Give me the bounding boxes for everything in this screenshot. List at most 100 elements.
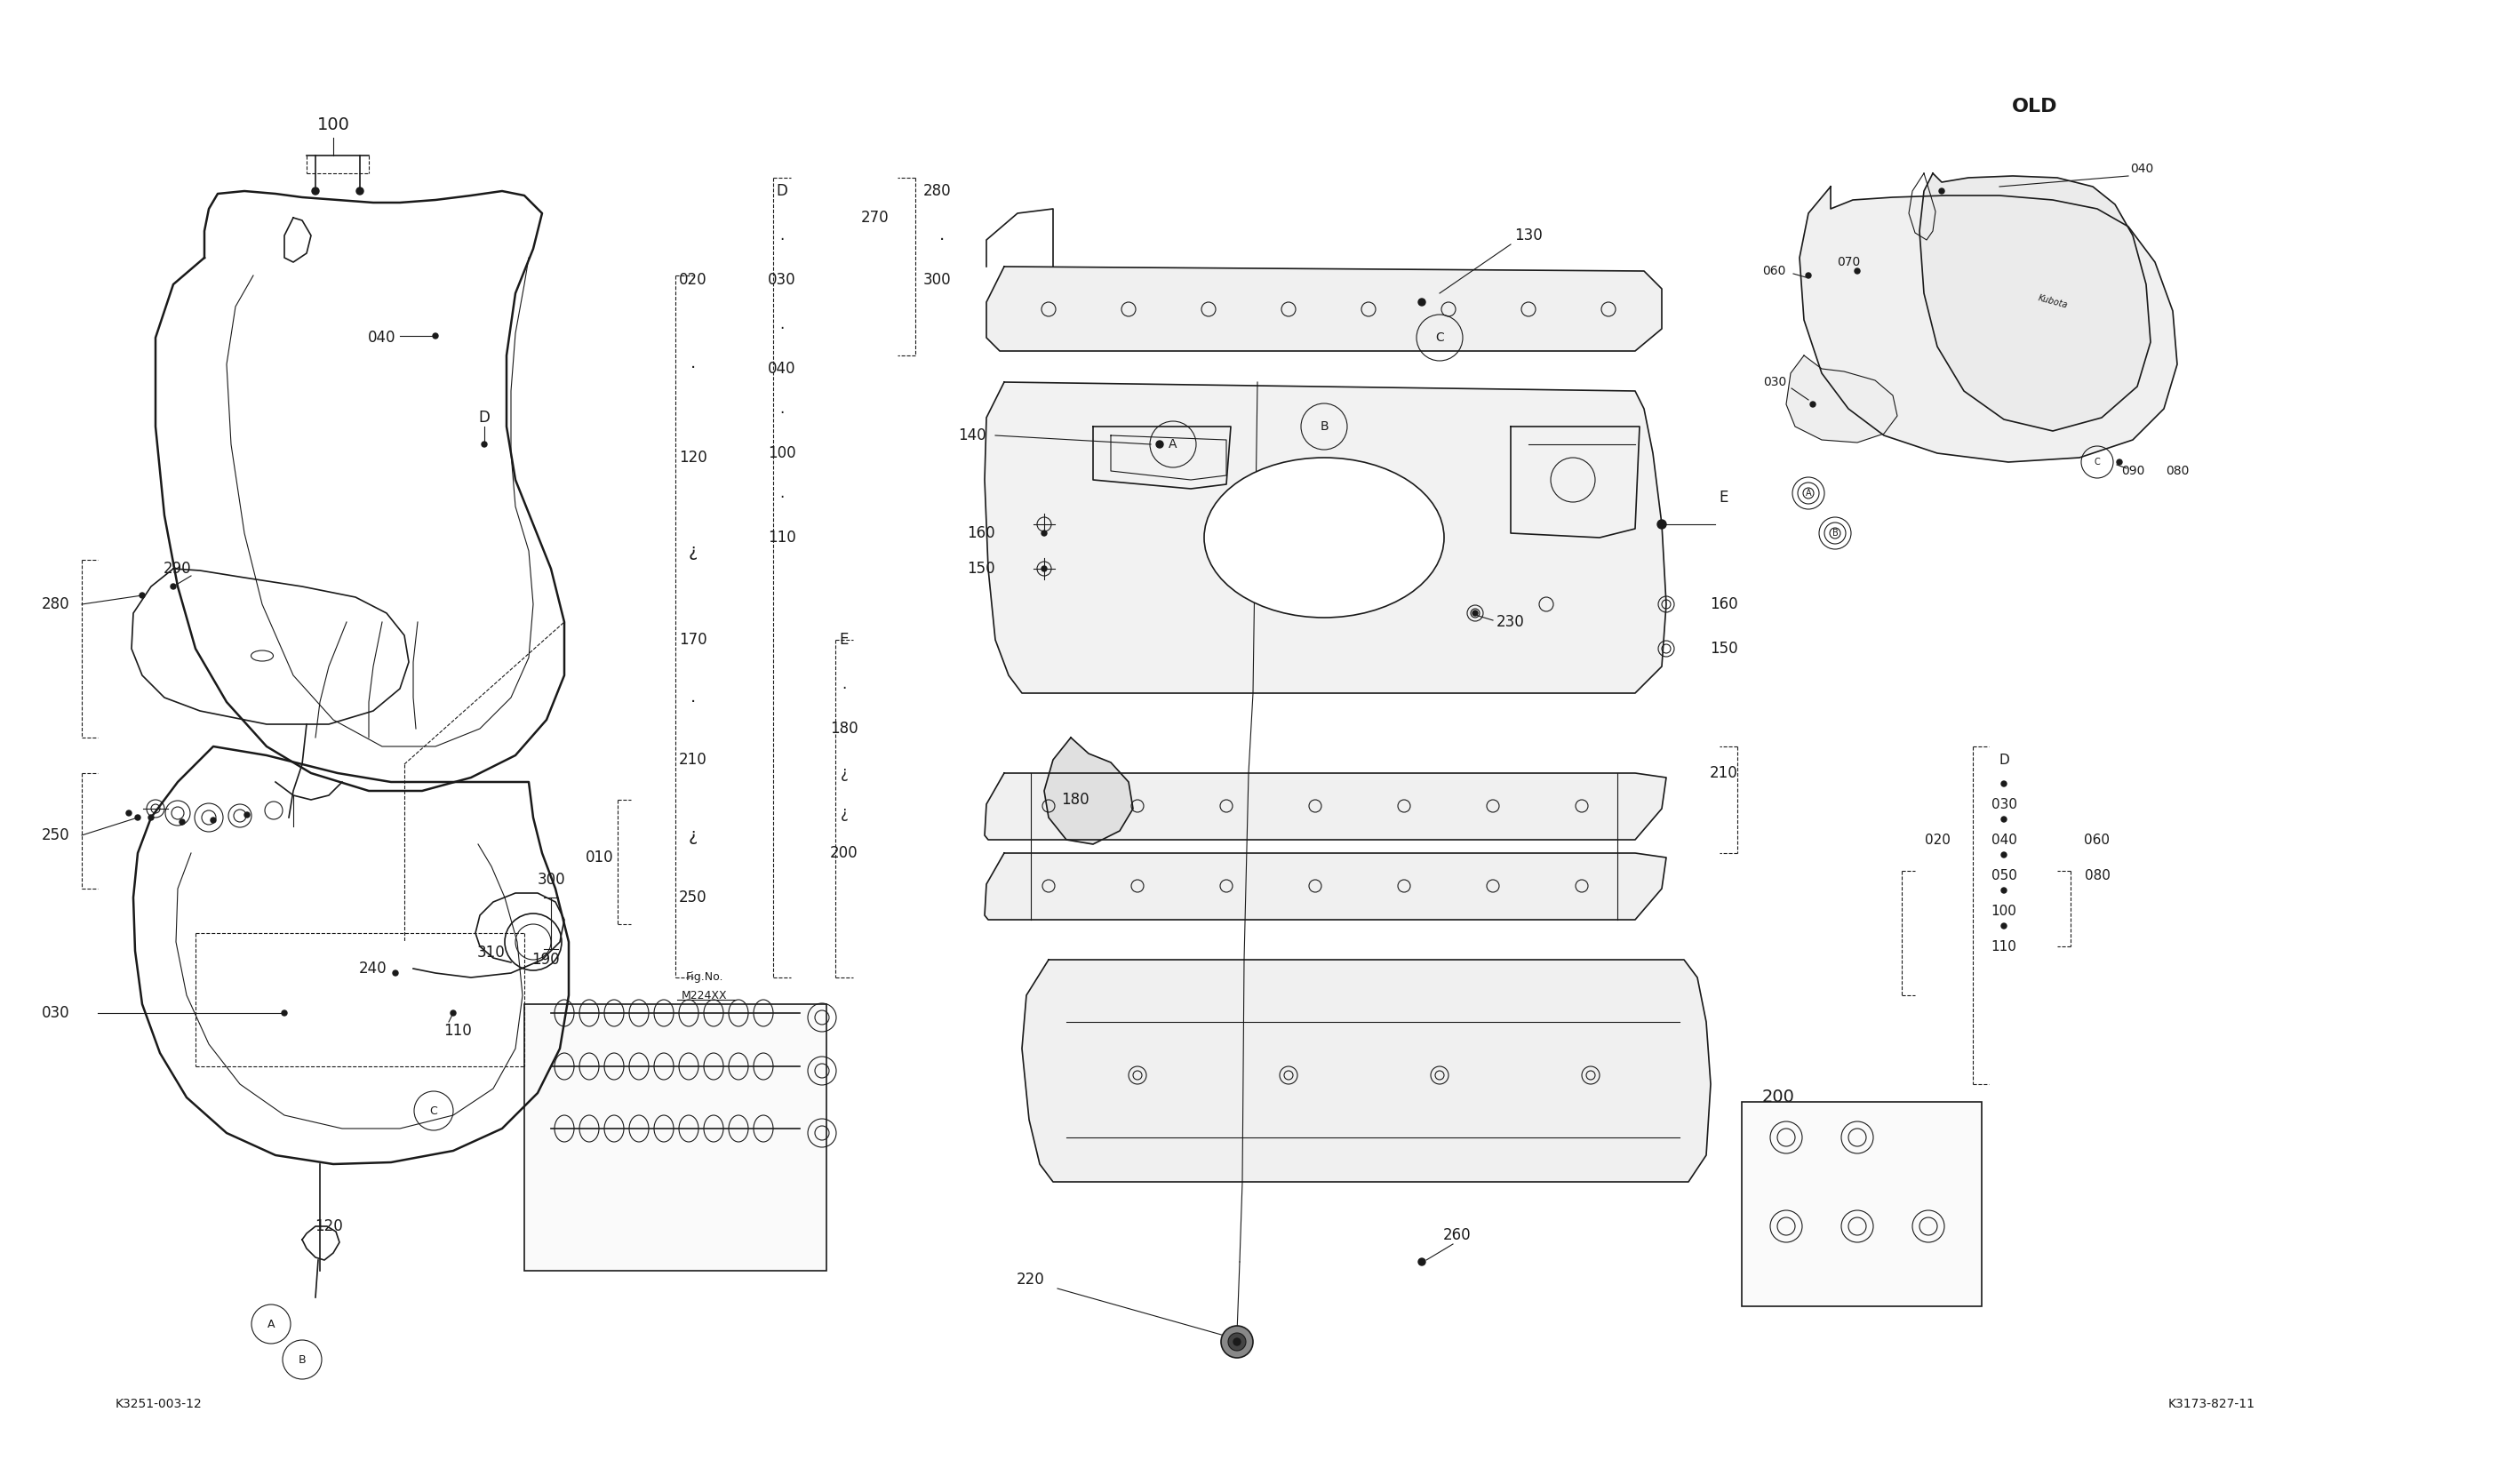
Text: 170: 170 (679, 632, 707, 649)
Text: ·: · (689, 693, 697, 711)
Text: 200: 200 (1762, 1089, 1794, 1106)
Circle shape (1220, 1325, 1253, 1358)
Text: 140: 140 (957, 427, 987, 444)
Text: ·: · (842, 681, 847, 696)
Text: ·: · (689, 361, 697, 377)
Text: 010: 010 (584, 849, 614, 865)
Circle shape (1854, 269, 1859, 273)
Polygon shape (1022, 960, 1712, 1181)
Text: A: A (268, 1318, 276, 1330)
Circle shape (1656, 519, 1666, 528)
Circle shape (2002, 781, 2007, 787)
Text: 120: 120 (679, 450, 707, 466)
Text: ·: · (779, 321, 784, 337)
Circle shape (311, 187, 318, 194)
Circle shape (211, 818, 216, 822)
Circle shape (1474, 610, 1479, 616)
Polygon shape (985, 773, 1666, 840)
Text: C: C (1436, 331, 1443, 344)
Text: D: D (479, 410, 491, 426)
Circle shape (1940, 188, 1945, 194)
Circle shape (1228, 1333, 1245, 1350)
Text: ¿: ¿ (689, 543, 697, 559)
Text: 210: 210 (679, 752, 707, 767)
Text: E: E (840, 632, 850, 649)
Text: 160: 160 (1709, 597, 1739, 613)
Text: 150: 150 (967, 561, 995, 577)
Circle shape (135, 815, 140, 821)
Text: 060: 060 (2085, 833, 2110, 846)
Text: A: A (1804, 488, 1812, 497)
Bar (524, 1005, 827, 1270)
Circle shape (281, 1011, 288, 1015)
Text: 230: 230 (1496, 614, 1524, 631)
Text: 210: 210 (1709, 766, 1739, 781)
Text: 100: 100 (1992, 904, 2017, 917)
Polygon shape (987, 267, 1661, 352)
Text: 220: 220 (1017, 1272, 1045, 1288)
Circle shape (2002, 923, 2007, 929)
Text: 060: 060 (1762, 264, 1787, 278)
Text: E: E (1719, 490, 1729, 506)
Text: 250: 250 (679, 889, 707, 905)
Text: 290: 290 (163, 561, 193, 577)
Text: 260: 260 (1443, 1227, 1471, 1244)
Text: B: B (1321, 420, 1328, 433)
Text: 150: 150 (1709, 641, 1739, 657)
Circle shape (170, 583, 175, 589)
Text: M224XX: M224XX (682, 990, 727, 1002)
Text: 280: 280 (43, 597, 70, 613)
Ellipse shape (1203, 457, 1443, 617)
Text: Kubota: Kubota (2037, 294, 2067, 310)
Text: 130: 130 (1514, 227, 1544, 243)
Text: D: D (777, 183, 787, 199)
Polygon shape (985, 853, 1666, 920)
Text: 270: 270 (860, 209, 890, 226)
Circle shape (140, 592, 145, 598)
Text: K3251-003-12: K3251-003-12 (115, 1398, 203, 1410)
Text: 090: 090 (2120, 464, 2145, 478)
Text: 240: 240 (358, 960, 388, 976)
Bar (1742, 1103, 1982, 1306)
Text: C: C (2095, 457, 2100, 466)
Text: 040: 040 (1992, 833, 2017, 846)
Text: 310: 310 (476, 945, 506, 960)
Text: ¿: ¿ (840, 766, 847, 781)
Text: 250: 250 (43, 827, 70, 843)
Polygon shape (1799, 187, 2178, 462)
Text: 100: 100 (767, 445, 797, 462)
Text: ·: · (940, 232, 945, 248)
Circle shape (2002, 852, 2007, 858)
Text: 040: 040 (767, 361, 797, 377)
Text: A: A (1168, 438, 1178, 451)
Text: 080: 080 (2085, 868, 2110, 881)
Polygon shape (985, 381, 1666, 693)
Text: 160: 160 (967, 525, 995, 542)
Text: 110: 110 (1992, 939, 2017, 953)
Text: 040: 040 (368, 329, 396, 346)
Text: ·: · (779, 232, 784, 248)
Text: K3173-827-11: K3173-827-11 (2168, 1398, 2255, 1410)
Text: ¿: ¿ (689, 827, 697, 844)
Text: D: D (2000, 752, 2010, 766)
Circle shape (356, 187, 363, 194)
Text: OLD: OLD (2012, 98, 2057, 116)
Text: 300: 300 (925, 272, 952, 288)
Text: 280: 280 (925, 183, 952, 199)
Circle shape (1807, 273, 1812, 278)
Circle shape (180, 819, 185, 825)
Text: ·: · (779, 405, 784, 421)
Text: 030: 030 (1762, 375, 1787, 389)
Text: 080: 080 (2165, 464, 2188, 478)
Circle shape (148, 815, 153, 821)
Polygon shape (1787, 356, 1897, 442)
Circle shape (393, 971, 398, 975)
Text: 110: 110 (767, 530, 797, 546)
Text: 100: 100 (316, 116, 351, 134)
Text: 030: 030 (1992, 797, 2017, 810)
Text: 030: 030 (767, 272, 797, 288)
Text: 180: 180 (829, 721, 857, 736)
Polygon shape (1920, 174, 2150, 430)
Circle shape (1042, 565, 1048, 571)
Text: 070: 070 (1837, 255, 1859, 269)
